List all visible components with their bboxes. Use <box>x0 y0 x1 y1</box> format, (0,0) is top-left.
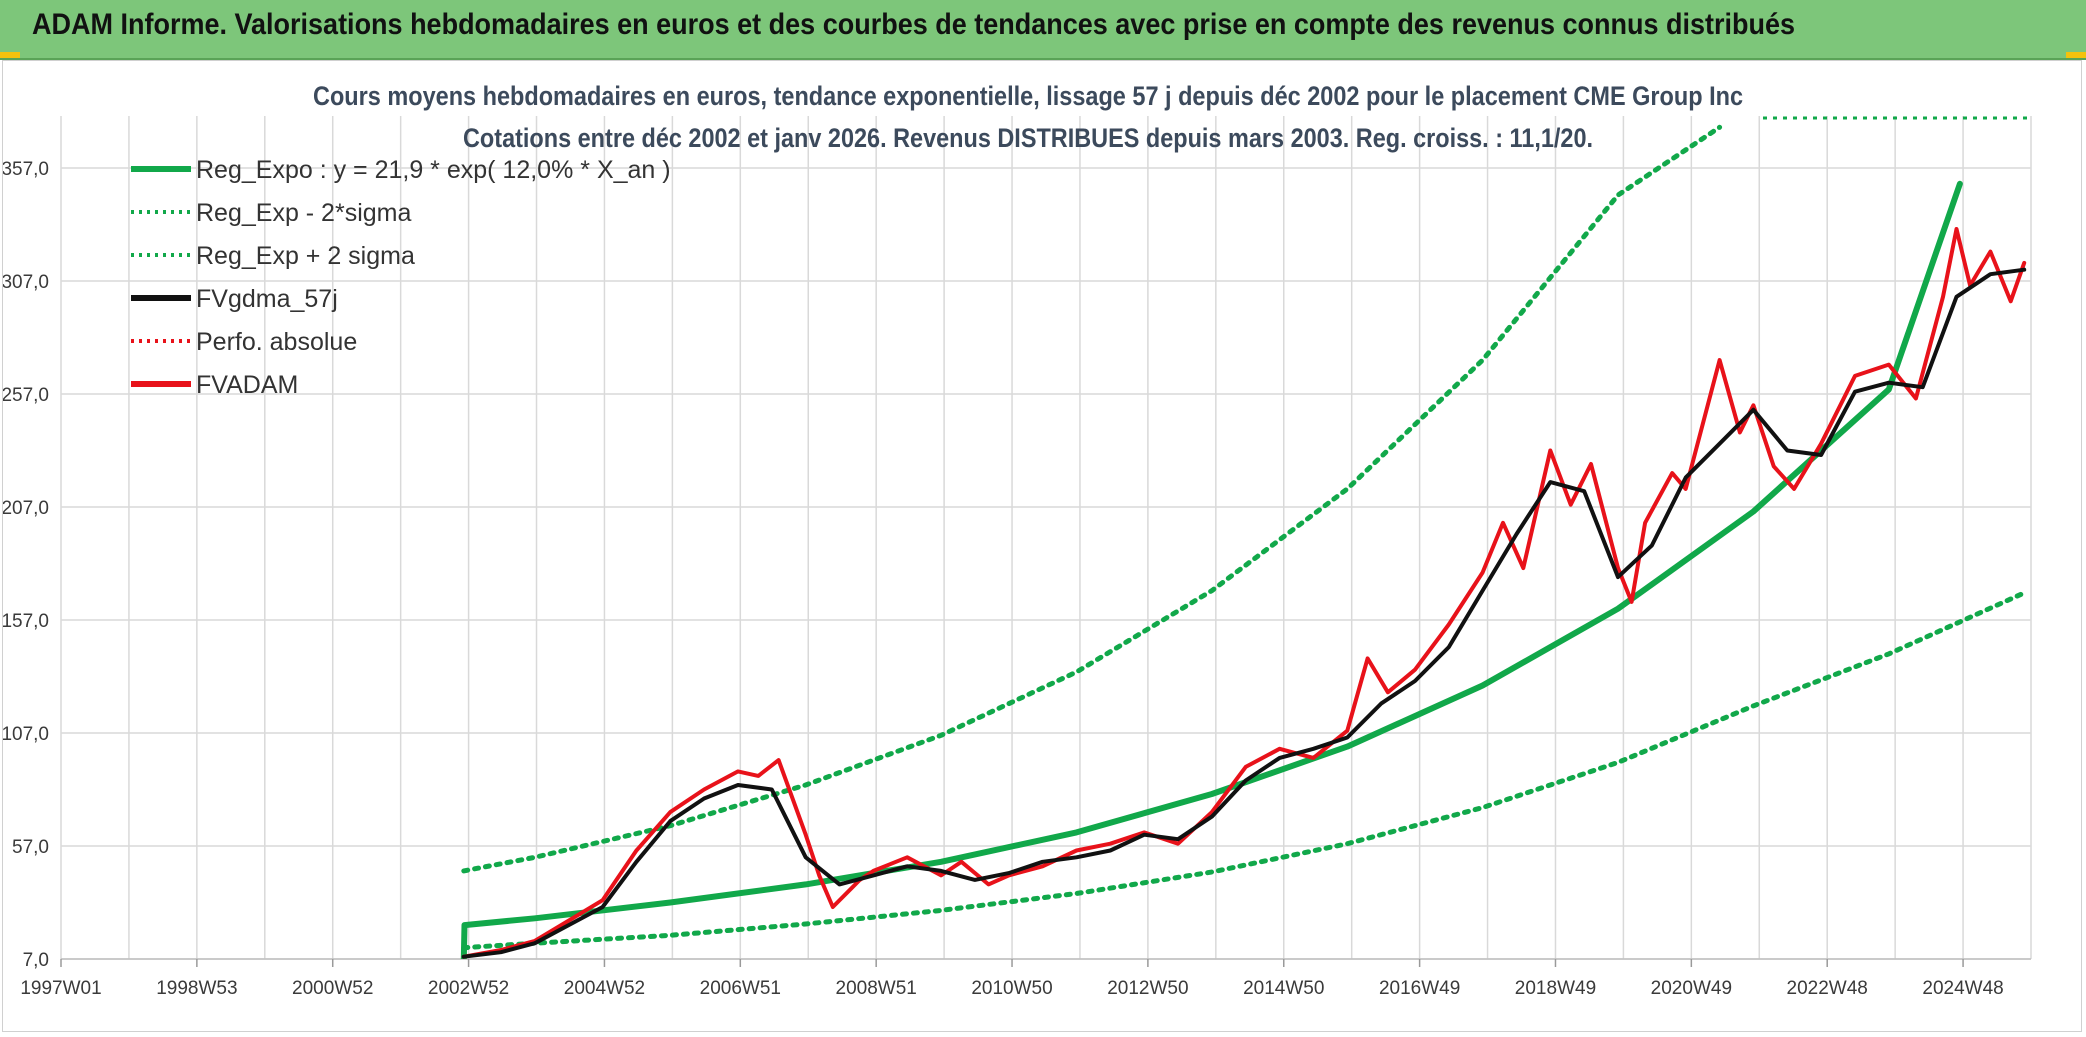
y-tick-label: 157,0 <box>3 611 49 632</box>
series-reg-expo <box>460 180 1963 959</box>
y-tick-label: 57,0 <box>12 837 49 858</box>
x-tick-label: 2020W49 <box>1651 978 1732 999</box>
x-tick-label: 2012W50 <box>1107 978 1188 999</box>
x-tick-label: 1997W01 <box>20 978 101 999</box>
report-title: ADAM Informe. Valorisations hebdomadaire… <box>32 8 1796 41</box>
legend-label: FVADAM <box>196 371 298 399</box>
chart-area: Cours moyens hebdomadaires en euros, ten… <box>2 60 2082 1032</box>
legend-label: Perfo. absolue <box>196 328 357 356</box>
x-tick-label: 2010W50 <box>971 978 1052 999</box>
y-tick-label: 357,0 <box>3 159 49 180</box>
x-tick-label: 2006W51 <box>700 978 781 999</box>
legend-label: FVgdma_57j <box>196 285 338 313</box>
legend-label: Reg_Exp - 2*sigma <box>196 199 411 227</box>
y-tick-label: 7,0 <box>23 950 49 971</box>
y-tick-label: 207,0 <box>3 498 49 519</box>
chart-title-line1: Cours moyens hebdomadaires en euros, ten… <box>313 81 1743 111</box>
legend: Reg_Expo : y = 21,9 * exp( 12,0% * X_an … <box>131 156 671 399</box>
x-tick-label: 2018W49 <box>1515 978 1596 999</box>
x-tick-label: 2016W49 <box>1379 978 1460 999</box>
y-tick-label: 107,0 <box>3 724 49 745</box>
x-tick-label: 2014W50 <box>1243 978 1324 999</box>
chart-title-line2: Cotations entre déc 2002 et janv 2026. R… <box>463 123 1593 153</box>
x-tick-label: 2002W52 <box>428 978 509 999</box>
x-tick-label: 2008W51 <box>836 978 917 999</box>
gridlines <box>60 116 2032 960</box>
series-reg-exp-2-sigma <box>461 124 1723 874</box>
y-tick-label: 257,0 <box>3 385 49 406</box>
x-tick-label: 2004W52 <box>564 978 645 999</box>
series-reg-exp-2-sigma <box>461 590 2027 951</box>
x-tick-label: 2022W48 <box>1787 978 1868 999</box>
x-axis-ticks: 1997W01 1998W53 2000W52 2002W52 2004W52 2006W… <box>20 959 2004 999</box>
legend-label: Reg_Expo : y = 21,9 * exp( 12,0% * X_an … <box>196 156 671 184</box>
y-axis-ticks: 7,0 57,0 107,0 157,0 207,0 257,0 307,0 357,0 <box>3 159 49 971</box>
x-tick-label: 1998W53 <box>156 978 237 999</box>
report-header: ADAM Informe. Valorisations hebdomadaire… <box>0 0 2086 60</box>
chart-svg: Cours moyens hebdomadaires en euros, ten… <box>3 81 2032 999</box>
y-tick-label: 307,0 <box>3 272 49 293</box>
x-tick-label: 2024W48 <box>1922 978 2003 999</box>
x-tick-label: 2000W52 <box>292 978 373 999</box>
series-layer <box>460 124 2027 959</box>
legend-label: Reg_Exp + 2 sigma <box>196 242 415 270</box>
corner-mark-right <box>2066 52 2086 58</box>
series-fvadam <box>461 227 2027 959</box>
corner-mark-left <box>0 52 20 58</box>
series-fvgdma-57j <box>461 267 2027 959</box>
